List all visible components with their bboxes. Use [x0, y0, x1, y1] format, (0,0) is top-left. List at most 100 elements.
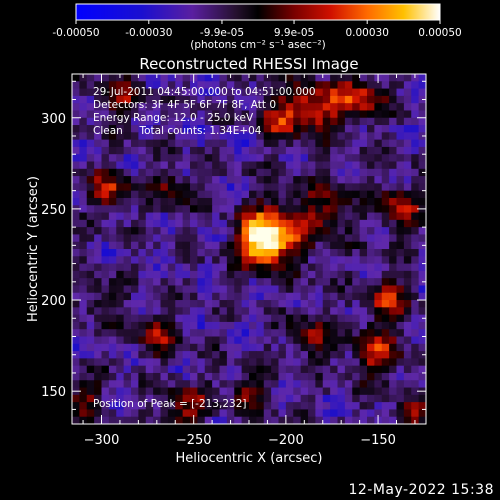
heatmap-cell — [249, 197, 257, 206]
heatmap-cell — [403, 329, 412, 338]
heatmap-cell — [226, 219, 235, 228]
heatmap-cell — [182, 227, 191, 236]
heatmap-cell — [101, 321, 110, 330]
heatmap-cell — [204, 292, 213, 301]
heatmap-cell — [285, 95, 294, 104]
heatmap-cell — [116, 183, 125, 192]
heatmap-cell — [204, 387, 213, 396]
heatmap-cell — [374, 365, 383, 374]
heatmap-cell — [138, 146, 147, 155]
heatmap-cell — [108, 146, 117, 155]
heatmap-cell — [381, 95, 390, 104]
heatmap-cell — [315, 416, 324, 424]
heatmap-cell — [359, 125, 368, 133]
heatmap-cell — [337, 241, 346, 250]
heatmap-cell — [256, 227, 265, 236]
heatmap-cell — [101, 132, 110, 141]
image-annotations: 29-Jul-2011 04:45:00.000 to 04:51:00.000… — [93, 86, 316, 410]
heatmap-cell — [293, 321, 302, 330]
heatmap-cell — [72, 307, 80, 316]
heatmap-cell — [278, 307, 287, 316]
heatmap-cell — [344, 183, 353, 192]
heatmap-cell — [79, 285, 88, 294]
heatmap-cell — [344, 74, 353, 82]
heatmap-cell — [175, 146, 184, 155]
heatmap-cell — [293, 103, 302, 112]
heatmap-cell — [337, 372, 346, 381]
heatmap-cell — [145, 146, 154, 155]
heatmap-cell — [263, 212, 272, 221]
heatmap-cell — [249, 146, 257, 155]
heatmap-cell — [271, 249, 280, 257]
heatmap-cell — [145, 343, 154, 352]
heatmap-cell — [293, 351, 302, 359]
heatmap-cell — [204, 278, 213, 287]
heatmap-cell — [182, 285, 191, 294]
heatmap-cell — [167, 219, 176, 228]
heatmap-cell — [226, 372, 235, 381]
heatmap-cell — [418, 88, 426, 97]
heatmap-cell — [293, 307, 302, 316]
heatmap-cell — [79, 365, 88, 374]
heatmap-cell — [226, 402, 235, 411]
heatmap-cell — [234, 292, 243, 301]
heatmap-cell — [300, 249, 309, 257]
heatmap-cell — [403, 219, 412, 228]
y-tick-label: 250 — [41, 203, 66, 218]
heatmap-cell — [123, 205, 132, 214]
heatmap-cell — [308, 314, 316, 323]
heatmap-cell — [241, 205, 250, 214]
heatmap-cell — [226, 249, 235, 257]
heatmap-cell — [145, 197, 154, 206]
heatmap-cell — [263, 249, 272, 257]
heatmap-cell — [108, 161, 117, 170]
heatmap-cell — [101, 146, 110, 155]
heatmap-cell — [190, 197, 198, 206]
heatmap-cell — [263, 314, 272, 323]
heatmap-cell — [403, 81, 412, 90]
heatmap-cell — [352, 146, 361, 155]
heatmap-cell — [160, 139, 169, 148]
heatmap-cell — [308, 197, 316, 206]
heatmap-cell — [226, 336, 235, 345]
heatmap-cell — [381, 351, 390, 359]
heatmap-cell — [389, 161, 398, 170]
heatmap-cell — [197, 81, 206, 90]
heatmap-cell — [352, 161, 361, 170]
heatmap-cell — [182, 249, 191, 257]
heatmap-cell — [389, 125, 398, 133]
heatmap-cell — [352, 219, 361, 228]
heatmap-cell — [175, 351, 184, 359]
heatmap-cell — [396, 125, 405, 133]
heatmap-cell — [396, 263, 405, 272]
heatmap-cell — [145, 154, 154, 163]
heatmap-cell — [123, 387, 132, 396]
heatmap-cell — [322, 219, 331, 228]
heatmap-cell — [389, 270, 398, 279]
heatmap-cell — [86, 176, 95, 184]
heatmap-cell — [86, 314, 95, 323]
heatmap-cell — [322, 125, 331, 133]
heatmap-cell — [108, 110, 117, 119]
heatmap-cell — [153, 263, 162, 272]
heatmap-cell — [322, 402, 331, 411]
heatmap-cell — [271, 394, 280, 403]
heatmap-cell — [403, 146, 412, 155]
heatmap-cell — [212, 110, 221, 119]
heatmap-cell — [241, 219, 250, 228]
heatmap-cell — [79, 343, 88, 352]
heatmap-cell — [322, 270, 331, 279]
heatmap-cell — [123, 234, 132, 243]
heatmap-cell — [389, 380, 398, 389]
heatmap-cell — [322, 329, 331, 338]
heatmap-cell — [131, 409, 139, 418]
heatmap-cell — [212, 292, 221, 301]
heatmap-cell — [249, 117, 257, 126]
heatmap-cell — [241, 154, 250, 163]
heatmap-cell — [190, 168, 198, 177]
heatmap-cell — [190, 81, 198, 90]
heatmap-cell — [182, 365, 191, 374]
heatmap-cell — [101, 234, 110, 243]
heatmap-cell — [190, 219, 198, 228]
heatmap-cell — [241, 358, 250, 367]
